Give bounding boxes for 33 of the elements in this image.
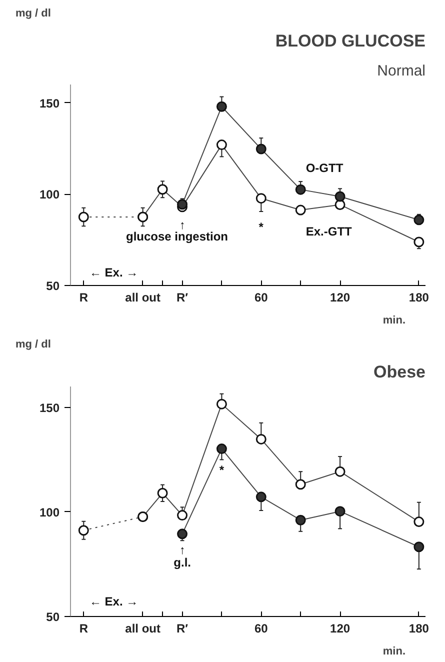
x-axis-title: min.	[382, 314, 406, 326]
chart-title: Obese	[374, 362, 426, 382]
x-tick-label: 60	[254, 622, 268, 636]
x-tick-label: all out	[125, 622, 160, 636]
series-label: Ex.-GTT	[306, 224, 353, 239]
chart-title: BLOOD GLUCOSE	[275, 32, 426, 50]
y-tick-label: 150	[39, 96, 60, 110]
y-tick-label: 100	[39, 505, 60, 520]
y-tick-label: 50	[46, 279, 60, 293]
annotation: ↑	[179, 542, 186, 557]
x-tick-label: R	[79, 622, 88, 636]
y-tick-label: 50	[46, 610, 60, 624]
annotation: ← Ex. →	[89, 265, 138, 280]
y-axis-title: mg / dl	[16, 8, 51, 20]
x-tick-label: R	[79, 290, 88, 304]
annotation: ← Ex. →	[89, 594, 138, 609]
annotation: *	[219, 463, 224, 478]
annotation: *	[258, 220, 264, 234]
x-tick-label: 120	[330, 622, 350, 636]
series-label: O-GTT	[306, 160, 344, 175]
y-tick-label: 100	[39, 188, 60, 202]
x-tick-label: 180	[408, 622, 430, 636]
x-tick-label: 120	[330, 290, 350, 304]
y-axis-title: mg / dl	[16, 338, 51, 350]
x-tick-label: all out	[125, 290, 160, 304]
x-tick-label: R′	[176, 622, 188, 636]
y-tick-label: 150	[39, 400, 60, 415]
annotation: g.l.	[174, 555, 192, 570]
x-axis-title: min.	[382, 646, 406, 658]
x-tick-label: R′	[176, 290, 188, 304]
x-tick-label: 180	[408, 290, 430, 304]
chart-subtitle: Normal	[377, 62, 426, 80]
x-tick-label: 60	[254, 290, 268, 304]
